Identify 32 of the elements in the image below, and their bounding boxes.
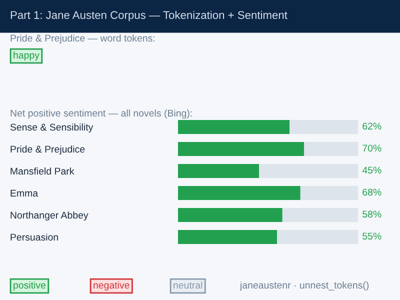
bar [259, 164, 358, 178]
annotation: Net positive sentiment — all novels (Bing): [10, 109, 192, 119]
bar [178, 120, 290, 134]
text: janeaustenr · unnest_tokens() [240, 281, 369, 291]
y-tick-label: Emma [10, 190, 38, 197]
bar [178, 186, 300, 200]
bar [178, 208, 282, 222]
bar [304, 142, 358, 156]
y-tick-label: Northanger Abbey [10, 211, 88, 221]
bar [178, 230, 277, 244]
bar [178, 142, 304, 156]
y-tick-label: Mansfield Park [10, 167, 74, 175]
chart-title: Part 1: Jane Austen Corpus — Tokenization + Sentiment [10, 10, 288, 22]
y-tick-label: Pride & Prejudice [10, 145, 85, 155]
data-label: 58% [362, 210, 382, 218]
text: neutral [174, 281, 202, 289]
bar [277, 230, 358, 244]
text: negative [94, 281, 130, 291]
bar [282, 208, 358, 222]
data-label: 68% [362, 188, 382, 196]
data-label: 62% [362, 122, 382, 130]
data-label: 45% [362, 166, 382, 174]
text: positive [14, 281, 46, 291]
text: Pride & Prejudice — word tokens: [10, 34, 154, 44]
bar [178, 164, 259, 178]
y-tick-label: Persuasion [10, 233, 58, 241]
bar [300, 186, 358, 200]
data-label: 55% [362, 232, 382, 240]
data-label: 70% [362, 144, 382, 152]
bar [290, 120, 358, 134]
y-tick-label: Sense & Sensibility [10, 123, 94, 133]
text: happy [14, 51, 40, 61]
